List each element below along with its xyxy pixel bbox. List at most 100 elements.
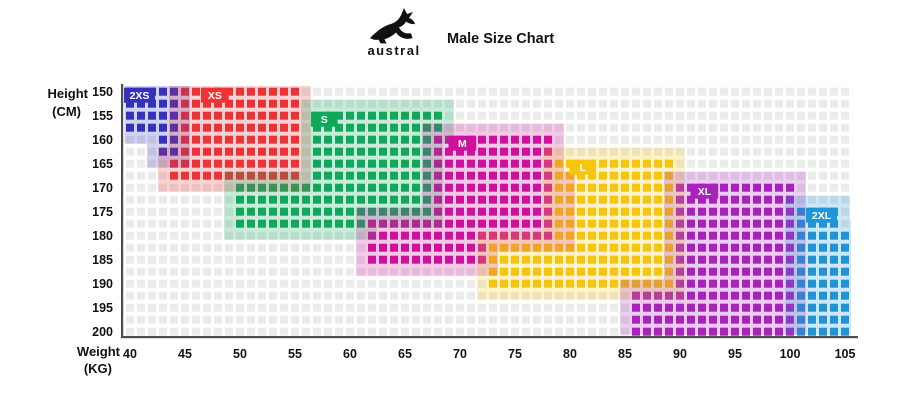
- grid-cell: [401, 255, 409, 264]
- grid-cell: [775, 303, 783, 312]
- grid-cell: [698, 135, 706, 144]
- grid-cell: [401, 243, 409, 252]
- grid-cell: [478, 111, 486, 120]
- grid-squares-layer: [126, 87, 849, 336]
- grid-cell: [412, 219, 420, 228]
- grid-cell: [544, 171, 552, 180]
- grid-cell: [676, 87, 684, 96]
- grid-cell: [412, 231, 420, 240]
- grid-cell: [775, 135, 783, 144]
- grid-cell: [423, 171, 431, 180]
- grid-cell: [456, 327, 464, 336]
- grid-cell: [390, 87, 398, 96]
- grid-cell: [390, 243, 398, 252]
- grid-cell: [786, 159, 794, 168]
- grid-cell: [753, 243, 761, 252]
- grid-cell: [698, 315, 706, 324]
- grid-cell: [434, 147, 442, 156]
- grid-cell: [412, 327, 420, 336]
- grid-cell: [786, 255, 794, 264]
- y-axis-line: [121, 84, 124, 338]
- grid-cell: [280, 291, 288, 300]
- grid-cell: [478, 159, 486, 168]
- grid-cell: [247, 171, 255, 180]
- grid-cell: [192, 207, 200, 216]
- grid-cell: [379, 219, 387, 228]
- grid-cell: [357, 135, 365, 144]
- grid-cell: [599, 207, 607, 216]
- y-tick-label: 170: [92, 181, 113, 195]
- grid-cell: [643, 147, 651, 156]
- grid-cell: [324, 303, 332, 312]
- grid-cell: [192, 147, 200, 156]
- size-label-s: S: [311, 111, 338, 127]
- grid-cell: [225, 207, 233, 216]
- grid-cell: [621, 183, 629, 192]
- y-tick-label: 180: [92, 229, 113, 243]
- grid-cell: [489, 171, 497, 180]
- grid-cell: [841, 171, 849, 180]
- grid-cell: [225, 231, 233, 240]
- grid-cell: [522, 183, 530, 192]
- grid-cell: [214, 255, 222, 264]
- grid-cell: [445, 315, 453, 324]
- grid-cell: [665, 327, 673, 336]
- grid-cell: [423, 279, 431, 288]
- grid-cell: [797, 255, 805, 264]
- grid-cell: [588, 111, 596, 120]
- grid-cell: [632, 243, 640, 252]
- grid-cell: [170, 147, 178, 156]
- grid-cell: [489, 303, 497, 312]
- grid-cell: [621, 147, 629, 156]
- grid-cell: [709, 135, 717, 144]
- grid-cell: [368, 219, 376, 228]
- grid-cell: [709, 231, 717, 240]
- grid-cell: [599, 243, 607, 252]
- grid-cell: [148, 135, 156, 144]
- grid-cell: [588, 315, 596, 324]
- grid-cell: [137, 123, 145, 132]
- grid-cell: [764, 147, 772, 156]
- grid-cell: [621, 243, 629, 252]
- grid-cell: [423, 327, 431, 336]
- grid-cell: [841, 123, 849, 132]
- brand-wordmark: austral: [367, 43, 420, 58]
- grid-cell: [181, 219, 189, 228]
- grid-cell: [654, 219, 662, 228]
- grid-cell: [170, 87, 178, 96]
- grid-cell: [731, 219, 739, 228]
- grid-cell: [390, 135, 398, 144]
- grid-cell: [192, 123, 200, 132]
- grid-cell: [280, 87, 288, 96]
- grid-cell: [665, 315, 673, 324]
- grid-cell: [555, 315, 563, 324]
- grid-cell: [445, 303, 453, 312]
- grid-cell: [665, 255, 673, 264]
- grid-cell: [467, 171, 475, 180]
- grid-cell: [577, 303, 585, 312]
- grid-cell: [346, 99, 354, 108]
- grid-cell: [687, 87, 695, 96]
- x-tick-label: 85: [618, 347, 632, 361]
- grid-cell: [291, 291, 299, 300]
- grid-cell: [533, 195, 541, 204]
- grid-cell: [269, 279, 277, 288]
- grid-cell: [313, 135, 321, 144]
- grid-cell: [676, 279, 684, 288]
- grid-cell: [511, 99, 519, 108]
- grid-cell: [830, 111, 838, 120]
- grid-cell: [500, 147, 508, 156]
- grid-cell: [577, 327, 585, 336]
- grid-cell: [478, 207, 486, 216]
- grid-cell: [379, 147, 387, 156]
- grid-cell: [280, 183, 288, 192]
- grid-cell: [269, 123, 277, 132]
- grid-cell: [676, 135, 684, 144]
- grid-cell: [742, 255, 750, 264]
- grid-cell: [841, 159, 849, 168]
- grid-cell: [280, 327, 288, 336]
- grid-cell: [489, 123, 497, 132]
- grid-cell: [478, 219, 486, 228]
- grid-cell: [181, 243, 189, 252]
- grid-cell: [324, 231, 332, 240]
